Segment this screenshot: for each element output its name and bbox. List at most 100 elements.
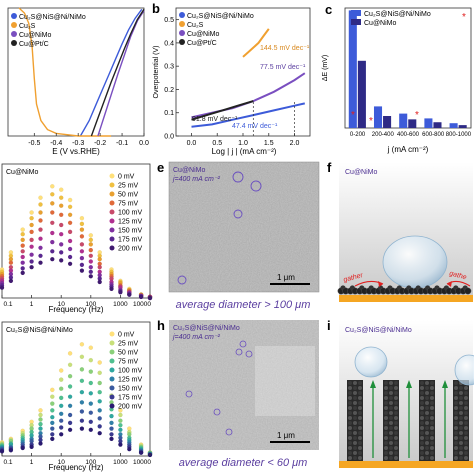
point-panel_d-3-4 [38, 218, 43, 223]
pillar-grain [358, 381, 362, 385]
point-panel_d-8-12 [118, 290, 123, 295]
pillar-grain [358, 416, 362, 420]
pillar-grain [384, 456, 388, 460]
point-panel_d-7-8 [79, 262, 85, 268]
point-panel_g-8-4 [38, 441, 43, 446]
point-panel_d-6-6 [58, 242, 64, 247]
point-panel_d-5-4 [38, 236, 43, 241]
pillar-grain [384, 426, 388, 430]
point-panel_d-1-4 [38, 202, 43, 207]
point-panel_d-8-1 [8, 278, 14, 284]
pillar-grain [348, 406, 352, 410]
point-panel_g-1-4 [38, 412, 43, 418]
pillar-grain [384, 386, 388, 390]
legend-marker-panel_g-2 [109, 349, 115, 355]
pillar-grain [348, 451, 352, 455]
point-panel_d-8-2 [20, 270, 25, 276]
point-panel_d-5-3 [29, 244, 34, 249]
pillar-grain [358, 406, 362, 410]
point-panel_d-1-9 [88, 237, 94, 243]
xticklabel-b-1: 0.5 [212, 140, 222, 147]
ticklabel-panel_d-3: 100 [85, 301, 96, 308]
pillar-grain [430, 416, 434, 420]
point-panel_g-5-9 [88, 401, 94, 406]
point-panel_d-7-7 [67, 254, 73, 260]
legend-label-panel_g-1: 25 mV [118, 341, 139, 348]
yticklabel-b-0: 0.5 [164, 17, 174, 24]
panel-b-label: b [152, 1, 160, 16]
point-panel_d-6-8 [79, 255, 85, 261]
cu-substrate-f [339, 295, 473, 302]
panel-e-caption: average diameter > 100 μm [176, 299, 311, 311]
pillar-grain [394, 406, 398, 410]
pillar-grain [425, 426, 429, 430]
ticklabel-panel_g-3: 100 [85, 459, 96, 466]
pillar-grain [430, 391, 434, 395]
pillar-grain [459, 436, 463, 440]
ticklabel-panel_g-2: 10 [58, 459, 66, 466]
pillar-grain [389, 441, 393, 445]
pillar-grain [348, 391, 352, 395]
panel-e-micrograph: e Cu@NiMo j=400 mA cm⁻² 1 μm average dia… [157, 160, 320, 311]
point-panel_g-1-12 [118, 412, 123, 418]
pillar-grain [358, 396, 362, 400]
pillar-grain [353, 381, 357, 385]
pillar-grain [430, 456, 434, 460]
pillar-grain [420, 431, 424, 435]
point-panel_g-6-6 [58, 418, 64, 423]
point-panel_d-3-2 [20, 243, 25, 248]
ticklabel-c-3: 600-800 [422, 132, 445, 138]
pillar-grain [353, 441, 357, 445]
legend-b-0: Cu₂S@NiS@Ni/NiMo [187, 13, 254, 20]
point-panel_d-7-6 [58, 250, 64, 255]
point-panel_g-4-4 [38, 426, 43, 431]
pillar-grain [464, 401, 468, 405]
pillar-grain [430, 396, 434, 400]
nanoarray-pillars [347, 380, 469, 461]
large-bubble [382, 235, 448, 289]
pillar-grain [348, 411, 352, 415]
pillar-grain [430, 446, 434, 450]
point-panel_g-0-9 [88, 345, 94, 350]
series-line-b-1 [191, 72, 306, 119]
pillar-grain [384, 381, 388, 385]
pillar-grain [454, 451, 458, 455]
pillar-grain [394, 411, 398, 415]
point-panel_d-3-1 [8, 260, 14, 265]
pillar-grain [358, 401, 362, 405]
panel-d-title: Cu@NiMo [6, 169, 38, 176]
legend-label-panel_g-2: 50 mV [118, 350, 139, 357]
point-panel_d-8-9 [88, 274, 94, 279]
bar-c-0-2 [399, 113, 408, 128]
legend-label-panel_d-7: 175 mV [118, 237, 142, 244]
pillar-grain [459, 406, 463, 410]
ticklabel-c-2: 400-600 [397, 132, 420, 138]
point-panel_g-7-8 [79, 418, 85, 423]
pillar-grain [394, 446, 398, 450]
pillar-grain [348, 386, 352, 390]
point-panel_d-6-5 [50, 239, 55, 245]
pillar-grain [394, 426, 398, 430]
panel-a-legend: Cu₂S@NiS@Ni/NiMo Cu₂S Cu@NiMo Cu@Pt/C [11, 13, 86, 48]
pillar-grain [389, 456, 393, 460]
pillar-grain [353, 401, 357, 405]
panel-e-scalebar: 1 μm [277, 273, 295, 282]
legend-marker-panel_d-2 [109, 191, 115, 197]
pillar-grain [394, 396, 398, 400]
nimo-ball [464, 287, 472, 295]
pillar-grain [464, 441, 468, 445]
point-panel_d-0-4 [38, 195, 43, 200]
point-panel_g-7-11 [109, 432, 114, 437]
pillar-grain [459, 446, 463, 450]
panel-c-label: c [325, 2, 332, 17]
bar-c-0-1 [373, 106, 383, 128]
pillar-grain [358, 456, 362, 460]
point-panel_g-7-10 [97, 424, 102, 429]
pillar-grain [420, 406, 424, 410]
panel-h-caption: average diameter < 60 μm [179, 457, 308, 469]
point-panel_d-7-2 [20, 266, 25, 271]
pillar-grain [389, 396, 393, 400]
point-panel_g-4-6 [58, 403, 64, 409]
point-panel_g-3-8 [79, 378, 85, 384]
bar-c-0-0 [348, 10, 357, 128]
